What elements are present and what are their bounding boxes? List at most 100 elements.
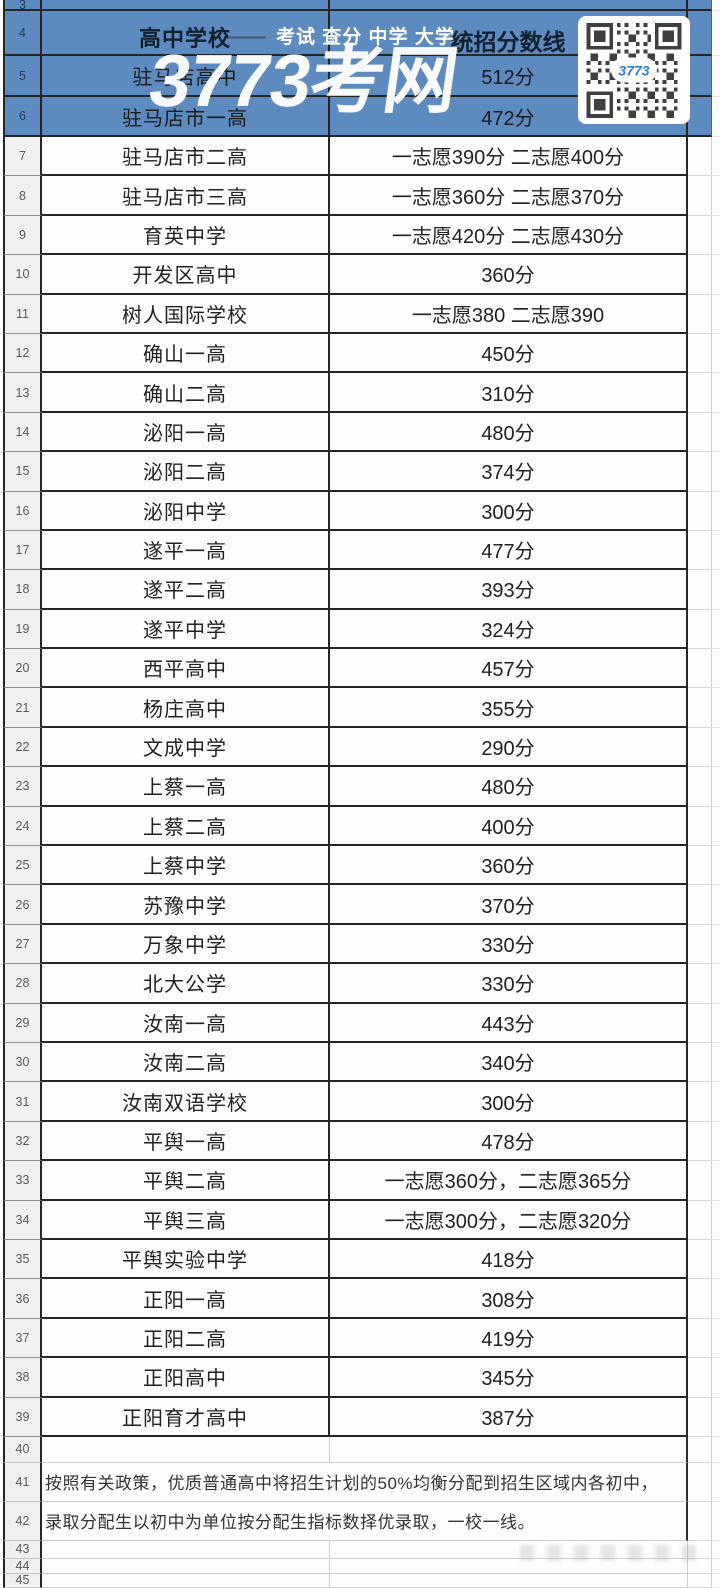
right-margin-cell [712, 176, 720, 216]
row-number-cell: 31 [3, 1082, 42, 1122]
empty-cell [688, 846, 712, 886]
right-margin-cell [712, 1437, 720, 1463]
school-name-cell [42, 1540, 330, 1559]
right-margin-cell [712, 137, 720, 177]
table-row-34: 34 平舆三高 一志愿300分，二志愿320分 [0, 1200, 720, 1240]
table-row-37: 37 正阳二高 419分 [0, 1318, 720, 1359]
empty-cell [688, 1042, 712, 1083]
empty-cell [688, 97, 712, 137]
empty-cell [688, 806, 712, 847]
table-row-18: 18 遂平二高 393分 [0, 570, 720, 610]
score-cell: 一志愿390分 二志愿400分 [330, 137, 688, 177]
school-name-cell: 驻马店市二高 [42, 137, 330, 177]
table-row-16: 16 泌阳中学 300分 [0, 491, 720, 531]
score-cell: 308分 [330, 1279, 688, 1319]
row-number-cell: 22 [3, 727, 42, 768]
score-cell: 419分 [330, 1318, 688, 1359]
table-row-32: 32 平舆一高 478分 [0, 1121, 720, 1162]
note-text-cell: 按照有关政策，优质普通高中将招生计划的50%均衡分配到招生区域内各初中， [42, 1462, 688, 1502]
score-cell: 393分 [330, 570, 688, 610]
table-row-40: 40 [0, 1436, 720, 1463]
row-number-cell: 43 [3, 1540, 42, 1559]
row-number-cell: 17 [3, 530, 42, 571]
right-margin-cell [712, 1319, 720, 1359]
table-row-21: 21 杨庄高中 355分 [0, 688, 720, 728]
empty-cell [688, 412, 712, 453]
score-cell: 一志愿360分，二志愿365分 [330, 1161, 688, 1201]
score-cell: 统招分数线 [330, 11, 688, 56]
school-name-cell: 正阳一高 [42, 1279, 330, 1319]
school-name-cell: 遂平一高 [42, 530, 330, 571]
row-number-cell: 32 [3, 1121, 42, 1162]
empty-cell [688, 294, 712, 334]
right-margin-cell [712, 1240, 720, 1280]
qr-pattern [586, 22, 682, 118]
school-name-cell: 文成中学 [42, 727, 330, 768]
row-number-cell: 10 [3, 255, 42, 295]
row-number-cell: 18 [3, 570, 42, 610]
table-row-6: 6 驻马店市一高 472分 [0, 97, 720, 137]
table-row-7: 7 驻马店市二高 一志愿390分 二志愿400分 [0, 137, 720, 177]
table-row-4: 4 高中学校 统招分数线 [0, 11, 720, 56]
school-name-cell: 驻马店高中 [42, 56, 330, 97]
right-margin-cell [712, 216, 720, 256]
empty-cell [688, 727, 712, 768]
right-margin-cell [712, 11, 720, 56]
row-number-cell: 33 [3, 1161, 42, 1201]
table-row-19: 19 遂平中学 324分 [0, 609, 720, 650]
school-name-cell: 开发区高中 [42, 255, 330, 295]
row-number-cell: 40 [3, 1436, 42, 1463]
row-number-cell: 15 [3, 452, 42, 492]
table-row-43: 43 [0, 1540, 720, 1559]
right-margin-cell [712, 255, 720, 295]
school-name-cell: 树人国际学校 [42, 294, 330, 334]
right-margin-cell [712, 334, 720, 374]
row-number-cell: 14 [3, 412, 42, 453]
score-cell: 443分 [330, 1003, 688, 1043]
right-margin-cell [712, 56, 720, 97]
empty-cell [688, 1161, 712, 1201]
empty-cell [688, 688, 712, 728]
right-margin-cell [712, 649, 720, 689]
score-cell: 330分 [330, 964, 688, 1004]
right-margin-cell [712, 728, 720, 768]
score-cell: 477分 [330, 530, 688, 571]
table-row-44: 44 [0, 1558, 720, 1574]
score-cell: 480分 [330, 767, 688, 807]
school-name-cell: 上蔡中学 [42, 846, 330, 886]
school-name-cell: 遂平中学 [42, 609, 330, 650]
empty-cell [688, 1462, 712, 1502]
school-name-cell: 上蔡一高 [42, 767, 330, 807]
empty-cell [688, 609, 712, 650]
right-margin-cell [712, 492, 720, 531]
right-margin-cell [712, 0, 720, 11]
score-cell: 300分 [330, 491, 688, 531]
score-cell [330, 1573, 688, 1588]
school-name-cell: 北大公学 [42, 964, 330, 1004]
score-cell [330, 1540, 688, 1559]
empty-cell [688, 885, 712, 925]
empty-cell [688, 530, 712, 571]
right-margin-cell [712, 1358, 720, 1398]
empty-cell [688, 1540, 712, 1559]
row-number-cell: 12 [3, 333, 42, 374]
row-number-cell: 16 [3, 491, 42, 531]
row-number-cell: 27 [3, 924, 42, 965]
score-cell: 290分 [330, 727, 688, 768]
row-number-cell: 39 [3, 1397, 42, 1437]
right-margin-cell [712, 373, 720, 413]
score-cell: 一志愿380 二志愿390 [330, 294, 688, 334]
row-number-cell: 6 [3, 97, 42, 137]
empty-cell [688, 924, 712, 965]
table-row-17: 17 遂平一高 477分 [0, 530, 720, 571]
table-row-9: 9 育英中学 一志愿420分 二志愿430分 [0, 215, 720, 256]
empty-cell [688, 1279, 712, 1319]
right-margin-cell [712, 1463, 720, 1502]
row-number-cell: 44 [3, 1558, 42, 1574]
score-cell: 340分 [330, 1042, 688, 1083]
right-margin-cell [712, 1541, 720, 1559]
score-cell: 324分 [330, 609, 688, 650]
school-name-cell: 育英中学 [42, 215, 330, 256]
right-margin-cell [712, 846, 720, 886]
table-row-42: 42 录取分配生以初中为单位按分配生指标数择优录取，一校一线。 [0, 1501, 720, 1541]
